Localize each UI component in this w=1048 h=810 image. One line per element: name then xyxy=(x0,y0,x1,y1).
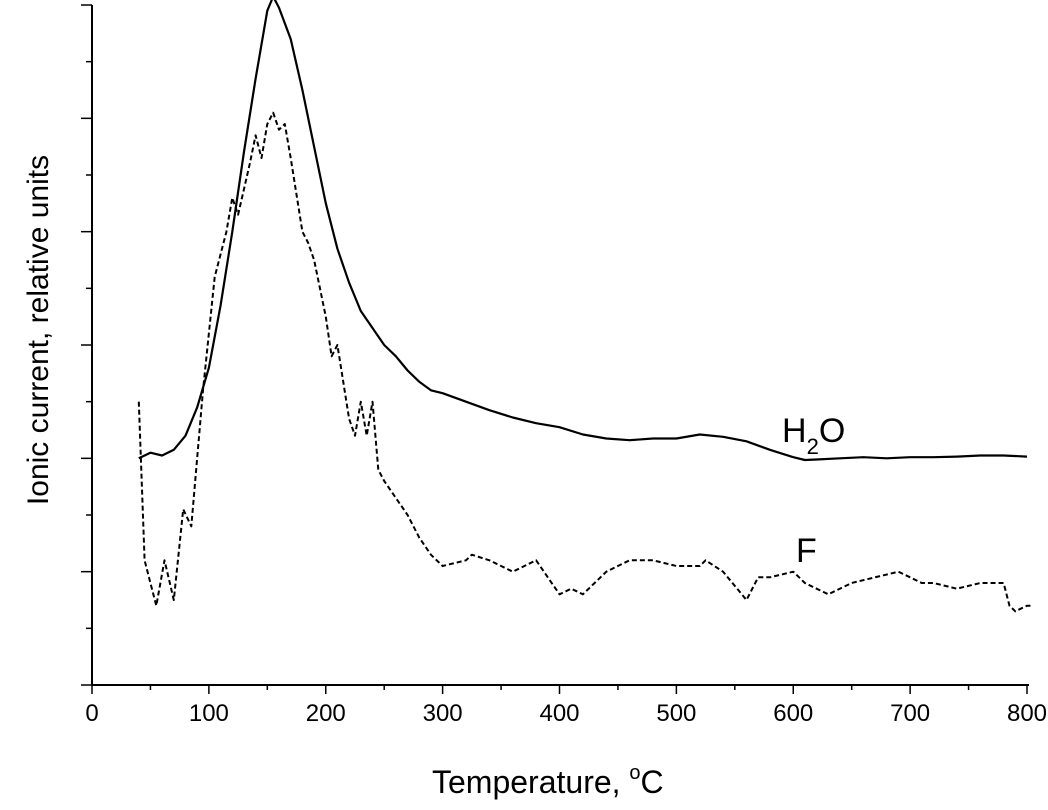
series-label-f: F xyxy=(796,532,817,570)
x-tick-label: 700 xyxy=(890,700,930,727)
x-tick-label: 400 xyxy=(539,700,579,727)
x-tick-label: 800 xyxy=(1007,700,1047,727)
x-tick-label: 600 xyxy=(773,700,813,727)
series-line-f xyxy=(137,111,1033,613)
x-axis-label-degree: o xyxy=(629,762,640,784)
series-label-h2o-sub: 2 xyxy=(807,434,819,459)
x-axis-label-unit: C xyxy=(641,764,664,800)
axes xyxy=(91,5,1029,686)
y-ticks xyxy=(81,4,92,686)
series-line-h2o xyxy=(138,0,1028,462)
x-ticks: 0 100 200 300 400 500 600 700 800 xyxy=(85,685,1047,727)
series-label-h2o-main: H xyxy=(782,412,807,450)
x-tick-label: 0 xyxy=(85,700,98,727)
x-tick-label: 200 xyxy=(306,700,346,727)
x-axis-label: Temperature, oC xyxy=(432,762,664,800)
x-tick-label: 300 xyxy=(423,700,463,727)
x-tick-label: 500 xyxy=(656,700,696,727)
x-tick-label: 100 xyxy=(189,700,229,727)
series-label-h2o: H2O xyxy=(782,412,845,459)
x-axis-label-text: Temperature, xyxy=(432,764,629,800)
series-layer xyxy=(137,0,1033,613)
series-label-h2o-tail: O xyxy=(819,412,845,450)
y-axis-label: Ionic current, relative units xyxy=(22,155,55,505)
